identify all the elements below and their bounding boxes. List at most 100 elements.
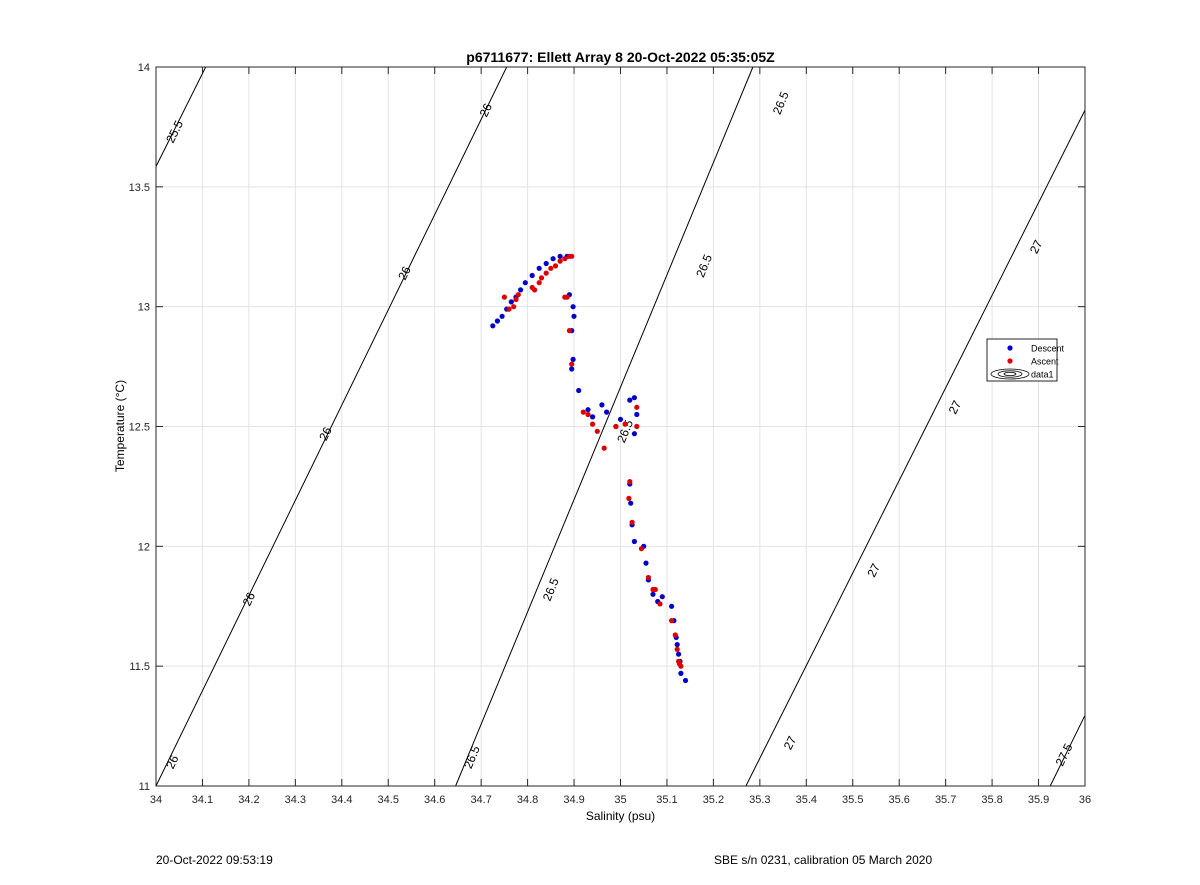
x-tick-label: 34	[150, 794, 162, 806]
contour-label: 27	[781, 734, 800, 752]
ascent-point	[629, 519, 635, 526]
contour-label: 25.5	[163, 118, 186, 145]
ascent-point	[580, 409, 586, 415]
legend-contour-icon	[990, 368, 1030, 380]
contour-line	[745, 109, 1086, 787]
x-tick-label: 34.6	[424, 794, 445, 806]
contour-label: 26	[240, 590, 259, 608]
descent-point	[576, 387, 582, 394]
ascent-point	[672, 632, 678, 638]
x-tick-label: 34.8	[517, 794, 538, 806]
footer-calibration-info: SBE s/n 0231, calibration 05 March 2020	[714, 853, 933, 867]
descent-point	[550, 256, 556, 262]
descent-point	[499, 313, 505, 319]
x-tick-label: 36	[1079, 794, 1091, 806]
footer-timestamp: 20-Oct-2022 09:53:19	[156, 853, 273, 867]
descent-point	[659, 594, 665, 600]
x-tick-label: 34.9	[563, 794, 584, 806]
ascent-point	[548, 265, 554, 271]
x-tick-label: 35	[614, 794, 626, 806]
ascent-point	[622, 421, 628, 427]
descent-point	[669, 603, 675, 609]
descent-point	[631, 431, 638, 437]
axis-ticks: 34 34.1 34.2 34.3 34.4 34.5 34.6 34.7 34.8 34.9 35…	[129, 62, 1092, 806]
descent-point	[627, 397, 633, 403]
descent-point	[570, 356, 576, 362]
x-tick-label: 34.2	[238, 794, 259, 806]
contour-line	[155, 66, 207, 167]
ascent-point	[594, 428, 600, 434]
descent-point	[617, 416, 624, 422]
x-tick-label: 35.7	[935, 794, 956, 806]
x-axis-label: Salinity (psu)	[586, 809, 655, 823]
x-tick-label: 35.9	[1028, 794, 1049, 806]
contour-label: 27	[864, 561, 883, 579]
descent-point	[650, 591, 656, 597]
ascent-point	[513, 296, 519, 303]
ascent-point	[634, 404, 640, 410]
data-points	[490, 253, 689, 684]
ascent-point	[634, 423, 640, 430]
descent-point	[674, 642, 680, 648]
x-tick-label: 35.4	[796, 794, 817, 806]
descent-point	[585, 407, 591, 413]
ascent-point	[585, 411, 591, 418]
ascent-point	[674, 646, 680, 653]
descent-point	[543, 260, 549, 267]
x-tick-label: 35.5	[842, 794, 863, 806]
ascent-point	[562, 256, 568, 262]
x-tick-label: 34.1	[192, 794, 213, 806]
ascent-point	[678, 663, 684, 669]
contour-label: 27	[1027, 237, 1046, 255]
descent-point	[557, 253, 563, 259]
ascent-point	[552, 263, 559, 269]
descent-point	[570, 304, 576, 310]
series-descent	[490, 253, 689, 684]
ascent-point	[569, 253, 575, 259]
descent-point	[599, 402, 605, 408]
ascent-point	[564, 294, 570, 300]
y-tick-label: 14	[138, 62, 150, 74]
ascent-point	[601, 445, 607, 451]
ascent-point	[536, 280, 542, 286]
chart-title: p6711677: Ellett Array 8 20-Oct-2022 05:…	[466, 49, 775, 65]
ascent-point	[613, 423, 619, 430]
descent-point	[529, 272, 535, 279]
ascent-point	[645, 574, 652, 581]
ascent-point	[652, 586, 658, 593]
descent-point	[682, 677, 689, 684]
ascent-point	[669, 618, 675, 624]
x-tick-label: 35.1	[656, 794, 677, 806]
y-tick-label: 13	[138, 302, 150, 314]
descent-point	[536, 265, 542, 271]
x-tick-label: 34.7	[470, 794, 491, 806]
y-tick-label: 12	[138, 541, 150, 553]
legend-label: Ascent	[1031, 357, 1059, 367]
legend-ascent-marker	[1007, 358, 1013, 364]
contour-label: 27	[946, 398, 965, 416]
y-tick-label: 12.5	[129, 422, 150, 434]
contour-line	[1049, 715, 1086, 787]
contour-label: 26.5	[540, 576, 562, 603]
ascent-point	[626, 495, 632, 501]
contour-label: 26	[316, 424, 335, 442]
ascent-point	[566, 328, 573, 334]
series-ascent	[501, 253, 684, 669]
legend-label: Descent	[1031, 344, 1065, 354]
contour-label: 26.5	[461, 743, 483, 770]
contour-line	[455, 66, 754, 787]
contour-label: 26	[163, 753, 182, 771]
ascent-point	[532, 287, 538, 293]
descent-point	[508, 299, 514, 305]
y-tick-label: 11.5	[129, 661, 150, 673]
ascent-point	[557, 258, 563, 264]
x-tick-label: 34.4	[331, 794, 352, 806]
y-tick-label: 13.5	[129, 182, 150, 194]
x-tick-label: 34.5	[378, 794, 399, 806]
ascent-point	[515, 292, 521, 298]
descent-point	[643, 560, 649, 566]
ascent-point	[627, 479, 633, 485]
legend-label: data1	[1031, 370, 1054, 380]
contour-label: 26.5	[770, 89, 792, 116]
